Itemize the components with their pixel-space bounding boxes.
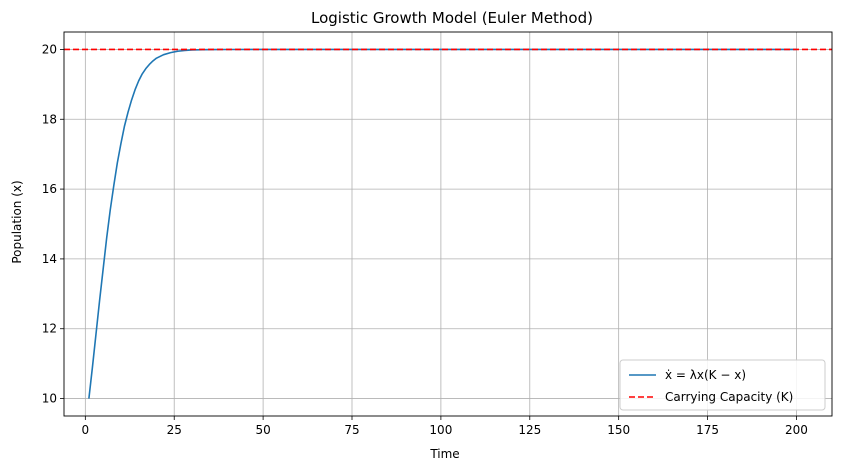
y-tick-label: 12 [42, 322, 57, 336]
legend-box [619, 359, 826, 411]
x-tick-label: 150 [607, 423, 630, 437]
series-line-euler [88, 48, 797, 399]
y-tick-label: 16 [42, 182, 57, 196]
x-tick-label: 0 [82, 423, 90, 437]
plot-area: 0 25 50 75 100 125 150 175 200 10 12 14 16 18 20 ẋ = λx… [42, 31, 833, 437]
legend-label: Carrying Capacity (K) [665, 390, 793, 404]
y-tick-label: 20 [42, 42, 57, 56]
x-tick-label: 25 [167, 423, 182, 437]
axes-frame [63, 31, 833, 417]
chart-title: Logistic Growth Model (Euler Method) [311, 9, 593, 27]
x-tick-label: 50 [255, 423, 270, 437]
x-tick-label: 125 [518, 423, 541, 437]
y-tick-label: 10 [42, 392, 57, 406]
y-tick-label: 18 [42, 112, 57, 126]
legend: ẋ = λx(K − x) Carrying Capacity (K) [619, 359, 826, 411]
x-tick-label: 75 [344, 423, 359, 437]
x-axis-label: Time [429, 447, 459, 461]
legend-label: ẋ = λx(K − x) [665, 368, 746, 382]
x-tick-label: 100 [429, 423, 452, 437]
x-tick-label: 200 [785, 423, 808, 437]
y-axis-label: Population (x) [10, 180, 24, 263]
y-tick-label: 14 [42, 252, 57, 266]
x-tick-label: 175 [696, 423, 719, 437]
